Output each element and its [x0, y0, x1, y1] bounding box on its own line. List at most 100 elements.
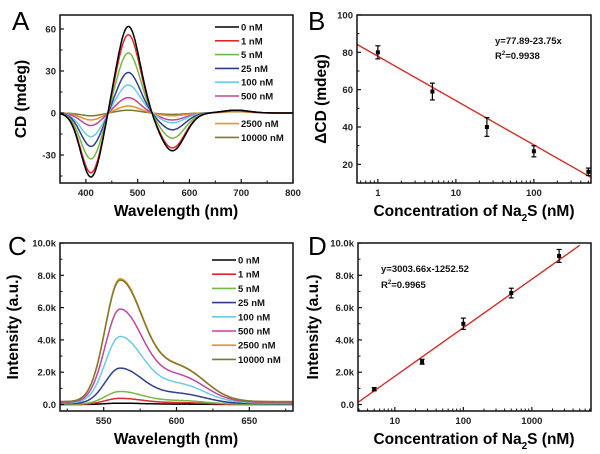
panel-c-xlabel: Wavelength (nm): [114, 431, 238, 448]
panel-b-r-value: =0.9938: [505, 51, 540, 62]
y-tick-label: 2.0k: [38, 368, 57, 379]
panel-c-plot-area: [60, 278, 293, 406]
legend-label: 0 nM: [241, 23, 263, 34]
x-tick-label: 1: [375, 188, 381, 199]
y-tick-label: 8.0k: [38, 271, 57, 282]
data-marker: [461, 321, 466, 326]
x-tick-label: 800: [285, 188, 301, 199]
legend-label: 100 nM: [241, 78, 273, 89]
fl-curve-25-nM: [60, 367, 293, 405]
panel-b-r-sup: 2: [502, 51, 506, 57]
data-point: [484, 117, 490, 137]
panel-b-plot-area: [357, 43, 591, 179]
panel-c-ylabel: Intensity (a.u.): [5, 274, 22, 379]
data-point: [585, 167, 591, 177]
x-tick-label: 600: [182, 188, 198, 199]
y-tick-label: 0.0: [341, 400, 354, 411]
data-marker: [375, 50, 380, 55]
panel-a-frame: [59, 14, 294, 184]
y-tick-label: 20: [342, 160, 353, 171]
data-point: [371, 386, 377, 392]
panel-b-frame: [356, 14, 592, 184]
x-tick-label: 500: [130, 188, 146, 199]
y-tick-label: 4.0k: [336, 335, 355, 346]
panel-c-legend: 0 nM 1 nM 5 nM 25 nM 100 nM 500 nM 2500 nM 1000…: [212, 256, 281, 366]
legend-label: 25 nM: [238, 298, 265, 309]
data-marker: [420, 359, 425, 364]
panel-b-fit-equation: y=77.89-23.75x: [495, 36, 563, 47]
legend-label: 25 nM: [241, 64, 268, 75]
y-tick-label: 30: [45, 67, 56, 78]
x-tick-label: 700: [233, 188, 249, 199]
data-point: [375, 45, 381, 60]
x-tick-label: 650: [241, 416, 257, 427]
panel-b-ticks: 1 10 100 20 40 60 80 100: [337, 11, 589, 199]
x-tick-label: 10: [451, 188, 462, 199]
y-tick-label: 2.0k: [336, 368, 355, 379]
cd-curve-0-nM: [60, 25, 293, 178]
legend-label: 10000 nM: [238, 355, 281, 366]
y-tick-label: 0.0: [43, 400, 56, 411]
legend-label: 10000 nM: [241, 133, 284, 144]
data-marker: [484, 125, 489, 129]
panel-d-xlabel-sub: 2: [522, 441, 528, 452]
y-tick-label: -30: [42, 151, 56, 162]
legend-label: 2500 nM: [241, 119, 279, 130]
panel-d-fit-equation: y=3003.66x-1252.52: [381, 264, 469, 275]
y-tick-label: 10.0k: [32, 239, 56, 250]
x-tick-label: 600: [169, 416, 185, 427]
panel-d-ylabel: Intensity (a.u.): [305, 274, 322, 379]
legend-label: 1 nM: [241, 36, 263, 47]
legend-label: 500 nM: [241, 92, 273, 103]
panel-d-ticks: 10 100 1000 0.0 2.0k 4.0k 6.0k 8.0k 10.0k: [330, 239, 591, 427]
panel-b-r-label: R: [495, 51, 502, 62]
data-point: [419, 358, 425, 365]
panel-c-fluorescence-spectra: 550 600 650 0.0 2.0k 4.0k 6.0k 8.0k 10.0k Wavele…: [5, 239, 294, 448]
fl-curve-500-nM: [60, 308, 293, 404]
legend-label: 2500 nM: [238, 341, 276, 352]
panel-a-ticks: 400 500 600 700 800 -30 0 30 60: [42, 25, 301, 200]
panel-c-ticks: 550 600 650 0.0 2.0k 4.0k 6.0k 8.0k 10.0k: [32, 239, 287, 427]
panel-b-r-squared: R2=0.9938: [495, 51, 540, 62]
panel-d-xlabel: Concentration of Na2S (nM): [373, 431, 574, 452]
y-tick-label: 6.0k: [38, 303, 57, 314]
panel-a-xlabel: Wavelength (nm): [114, 203, 238, 220]
panel-d-r-value: =0.9965: [391, 280, 426, 291]
x-tick-label: 400: [78, 188, 94, 199]
panel-d-r-squared: R2=0.9965: [381, 280, 427, 291]
panel-d-frame: [357, 242, 592, 412]
y-tick-label: 6.0k: [336, 303, 355, 314]
legend-label: 100 nM: [238, 312, 270, 323]
fl-curve-10000-nM: [60, 279, 293, 403]
data-point: [531, 145, 537, 158]
fit-line: [357, 43, 591, 179]
data-point: [460, 317, 466, 331]
data-marker: [586, 169, 591, 174]
panel-a-legend: 0 nM 1 nM 5 nM 25 nM 100 nM 500 nM 2500 nM 1000…: [215, 23, 284, 144]
legend-label: 1 nM: [238, 270, 260, 281]
legend-label: 0 nM: [238, 256, 260, 267]
x-tick-label: 100: [455, 416, 471, 427]
panel-b-ylabel: ΔCD (mdeg): [313, 54, 330, 144]
data-marker: [509, 291, 514, 296]
y-tick-label: 4.0k: [38, 335, 57, 346]
panel-letter-b: B: [308, 6, 325, 36]
legend-label: 500 nM: [238, 327, 270, 338]
panel-letter-a: A: [12, 6, 30, 36]
x-tick-label: 10: [390, 416, 401, 427]
x-tick-label: 550: [96, 416, 112, 427]
data-point: [429, 82, 435, 101]
panel-letter-d: D: [308, 231, 327, 261]
data-marker: [531, 149, 536, 154]
x-tick-label: 1000: [521, 416, 542, 427]
y-tick-label: 60: [45, 25, 56, 36]
data-marker: [430, 89, 435, 94]
data-point: [556, 248, 562, 263]
panel-b-xlabel-sub: 2: [522, 213, 528, 224]
y-tick-label: 10.0k: [330, 239, 354, 250]
panel-a-ylabel: CD (mdeg): [13, 60, 30, 138]
panel-letter-c: C: [8, 231, 27, 261]
